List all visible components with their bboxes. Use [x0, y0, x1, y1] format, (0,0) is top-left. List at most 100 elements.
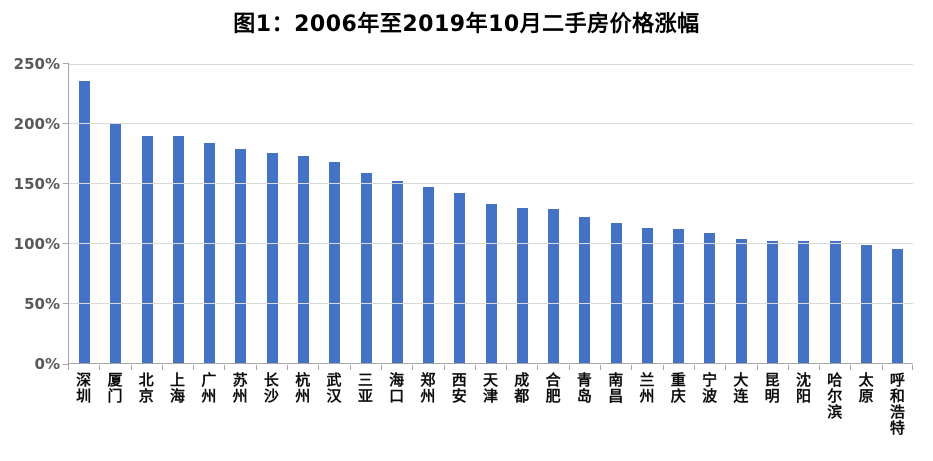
x-category-label-char: 门	[107, 387, 123, 405]
x-category-label: 大连	[725, 372, 756, 436]
x-axis-tick	[787, 365, 789, 370]
x-axis-tick	[287, 365, 289, 370]
x-category-label-char: 州	[201, 387, 217, 405]
bar-slot	[663, 64, 694, 363]
bar-广州	[204, 142, 216, 363]
x-axis-tick	[537, 365, 539, 370]
bar-slot	[100, 64, 131, 363]
x-category-label: 重庆	[663, 372, 694, 436]
gridline-200	[69, 123, 913, 124]
bar-大连	[735, 238, 747, 363]
x-axis-tick	[912, 365, 913, 370]
x-category-label-char: 浩	[889, 403, 905, 421]
gridline-250	[69, 64, 913, 65]
x-category-label-char: 都	[514, 387, 530, 405]
x-axis-labels: 深圳厦门北京上海广州苏州长沙杭州武汉三亚海口郑州西安天津成都合肥青岛南昌兰州重庆…	[68, 372, 913, 436]
bar-成都	[516, 207, 528, 363]
x-category-label-char: 连	[733, 387, 749, 405]
x-category-label-char: 州	[232, 387, 248, 405]
x-category-label-char: 岛	[576, 387, 592, 405]
x-category-label: 杭州	[287, 372, 318, 436]
bar-哈尔滨	[829, 241, 841, 363]
x-axis-tick	[693, 365, 695, 370]
x-category-label-char: 杭	[295, 371, 311, 389]
x-category-label: 海口	[381, 372, 412, 436]
x-axis-tick	[474, 365, 476, 370]
x-category-label-char: 口	[389, 387, 405, 405]
x-axis-tick	[881, 365, 883, 370]
x-category-label: 合肥	[537, 372, 568, 436]
x-axis-tick	[756, 365, 758, 370]
x-category-label-char: 特	[889, 419, 905, 437]
bar-slot	[475, 64, 506, 363]
x-category-label-char: 成	[514, 371, 530, 389]
x-category-label-char: 阳	[795, 387, 811, 405]
bar-长沙	[266, 152, 278, 363]
x-category-label: 南昌	[600, 372, 631, 436]
y-axis-tick	[63, 63, 69, 64]
x-category-label: 太原	[850, 372, 881, 436]
bar-海口	[391, 181, 403, 363]
x-category-label-char: 海	[389, 371, 405, 389]
x-category-label-char: 广	[201, 371, 217, 389]
x-category-label-char: 原	[858, 387, 874, 405]
x-axis-tick	[600, 365, 602, 370]
bar-武汉	[329, 162, 341, 363]
gridline-100	[69, 243, 913, 244]
x-axis-tick	[255, 365, 257, 370]
y-axis-tick	[63, 183, 69, 184]
bar-slot	[257, 64, 288, 363]
x-axis-tick	[161, 365, 163, 370]
bar-兰州	[641, 227, 653, 363]
x-category-label-char: 三	[357, 371, 373, 389]
x-category-label: 昆明	[757, 372, 788, 436]
bar-slot	[882, 64, 913, 363]
y-tick-label: 200%	[13, 115, 60, 133]
bar-slot	[288, 64, 319, 363]
x-category-label-char: 津	[483, 387, 499, 405]
x-category-label: 青岛	[569, 372, 600, 436]
x-category-label-char: 昌	[608, 387, 624, 405]
x-category-label-char: 宁	[702, 371, 718, 389]
x-category-label: 长沙	[256, 372, 287, 436]
x-category-label-char: 滨	[827, 403, 843, 421]
bar-厦门	[110, 122, 122, 363]
bar-三亚	[360, 172, 372, 363]
x-category-label-char: 州	[639, 387, 655, 405]
bar-北京	[141, 135, 153, 363]
x-axis-tick	[850, 365, 852, 370]
bar-slot	[601, 64, 632, 363]
bar-青岛	[579, 217, 591, 363]
x-category-label: 宁波	[694, 372, 725, 436]
y-tick-label: 250%	[13, 55, 60, 73]
gridline-150	[69, 183, 913, 184]
x-category-label-char: 武	[326, 371, 342, 389]
x-category-label: 武汉	[318, 372, 349, 436]
x-category-label-char: 京	[138, 387, 154, 405]
x-axis-tick	[380, 365, 382, 370]
gridline-50	[69, 303, 913, 304]
bar-上海	[172, 135, 184, 363]
x-axis-tick	[725, 365, 727, 370]
x-category-label-char: 海	[170, 387, 186, 405]
bar-呼和浩特	[892, 249, 904, 363]
bar-昆明	[766, 241, 778, 363]
x-category-label-char: 和	[889, 387, 905, 405]
x-category-label-char: 安	[451, 387, 467, 405]
x-category-label-char: 上	[170, 371, 186, 389]
x-category-label: 成都	[506, 372, 537, 436]
bar-slot	[507, 64, 538, 363]
x-category-label: 三亚	[350, 372, 381, 436]
x-category-label: 呼和浩特	[882, 372, 913, 436]
x-category-label-char: 肥	[545, 387, 561, 405]
x-category-label-char: 州	[295, 387, 311, 405]
x-category-label-char: 深	[76, 371, 92, 389]
x-category-label-char: 苏	[232, 371, 248, 389]
y-tick-label: 50%	[24, 295, 60, 313]
x-axis-tick	[349, 365, 351, 370]
bar-天津	[485, 203, 497, 363]
x-category-label-char: 合	[545, 371, 561, 389]
bar-slot	[694, 64, 725, 363]
x-axis-tick	[193, 365, 195, 370]
x-category-label-char: 长	[263, 371, 279, 389]
